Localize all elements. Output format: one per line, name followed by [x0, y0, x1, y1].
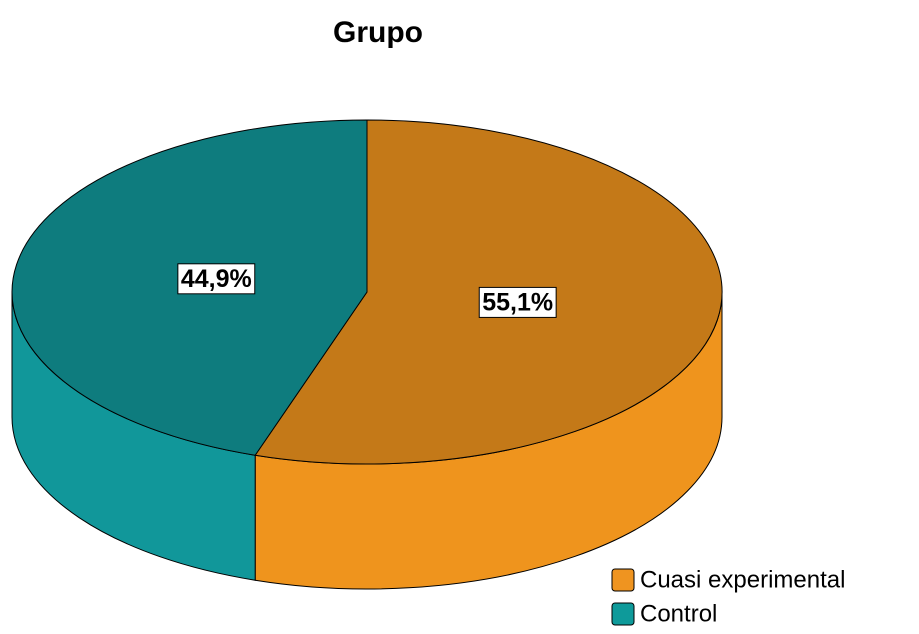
legend-label: Control — [640, 600, 717, 627]
value-label-box — [478, 286, 557, 318]
value-label-group: 55,1% — [478, 286, 557, 318]
value-label-box — [177, 263, 256, 295]
value-label: 55,1% — [482, 288, 553, 316]
value-label: 44,9% — [181, 265, 252, 293]
legend-swatch — [611, 568, 635, 592]
chart-title: Grupo — [333, 16, 423, 49]
legend-label: Cuasi experimental — [640, 566, 845, 593]
legend-swatch — [611, 602, 635, 626]
value-label-group: 44,9% — [177, 263, 256, 295]
